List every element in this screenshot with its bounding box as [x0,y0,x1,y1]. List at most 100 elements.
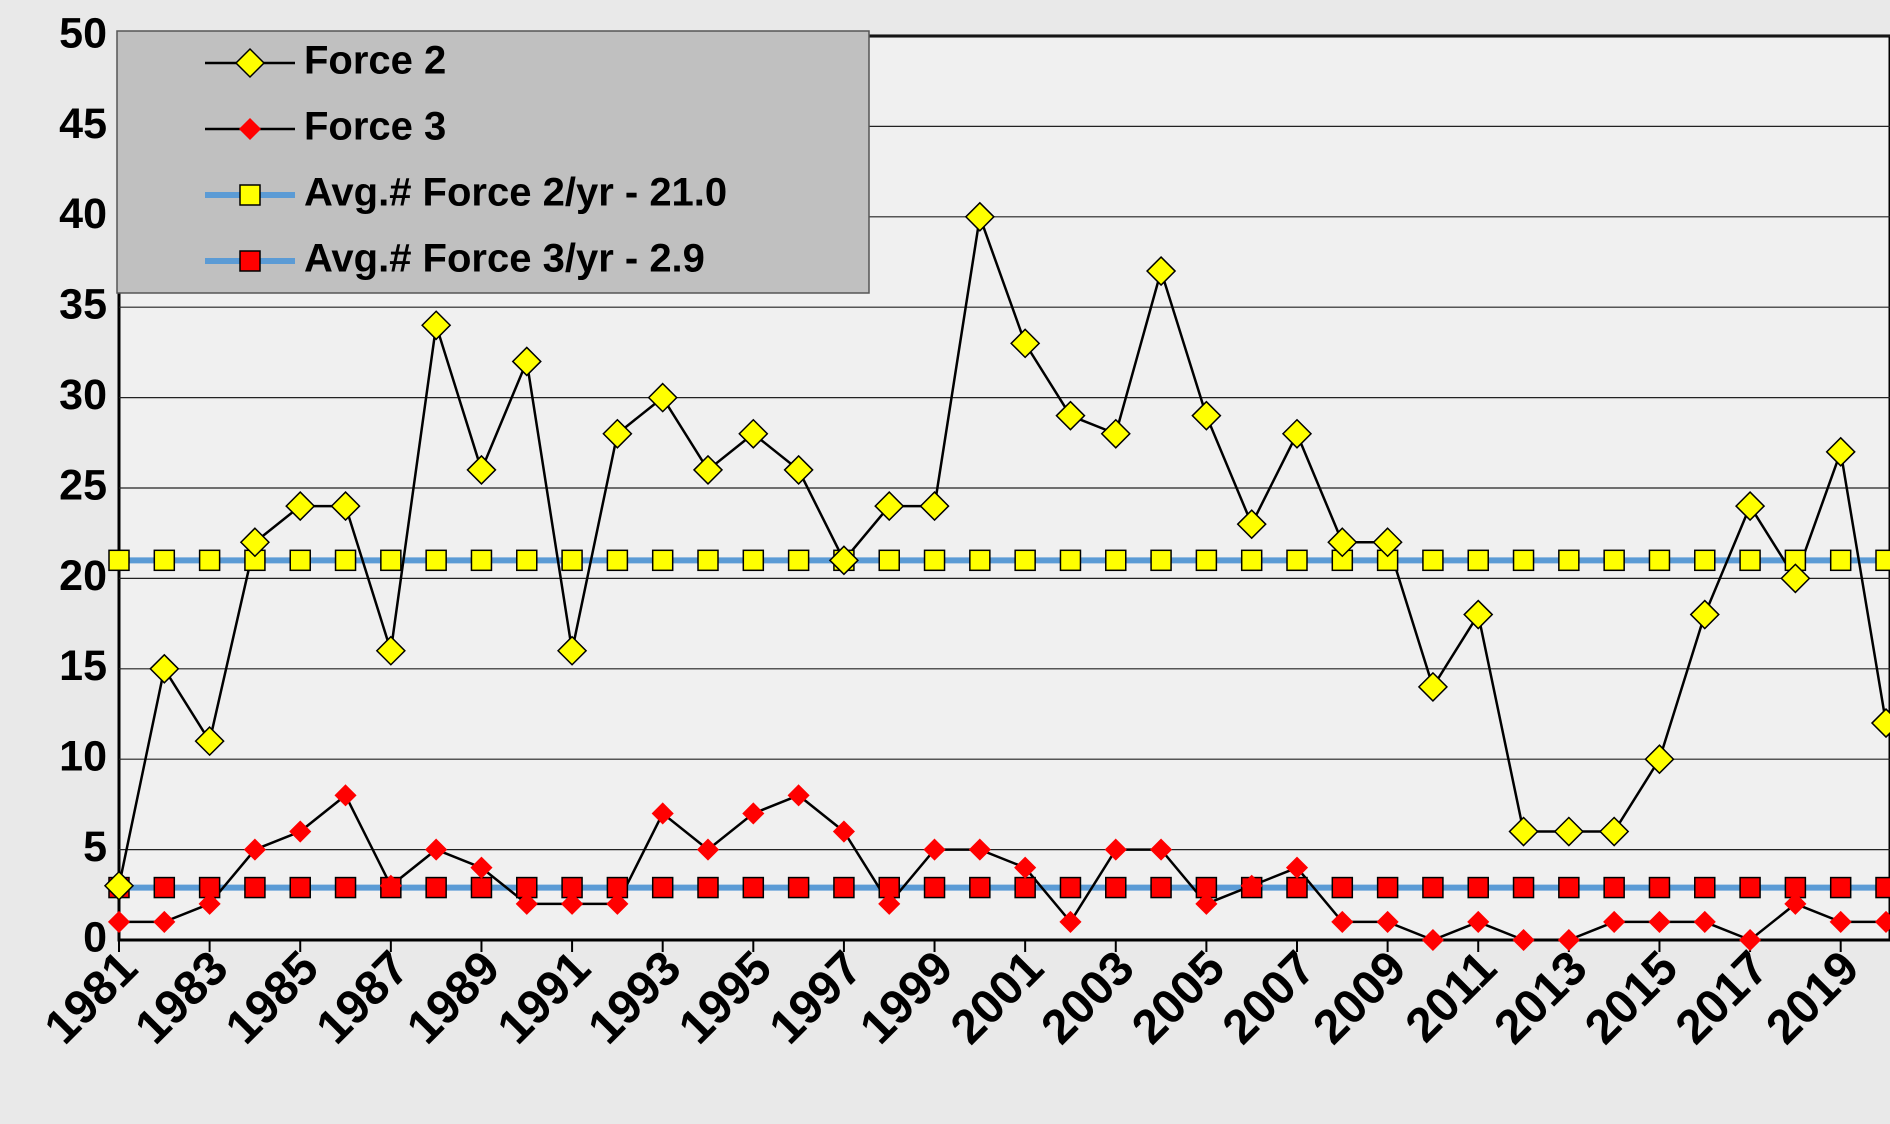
marker [1780,563,1811,594]
marker [1512,876,1535,899]
y-tick-label: 30 [59,371,107,419]
y-tick-label: 0 [83,913,107,961]
y-tick-label: 40 [59,190,107,238]
marker [289,876,311,899]
marker [557,635,588,666]
marker [239,250,261,272]
marker [1603,876,1625,899]
y-tick-label: 35 [59,281,107,329]
marker [285,491,316,522]
marker [198,549,221,572]
marker [1467,549,1489,572]
marker [1512,928,1535,952]
x-tick-label: 2001 [941,941,1054,1054]
marker [1648,876,1671,899]
marker [651,802,674,825]
x-tick-label: 2011 [1396,941,1507,1052]
marker [198,892,221,915]
series-line [119,793,1886,942]
marker [1784,892,1807,915]
marker [1150,549,1172,572]
x-tick-label: 2007 [1213,941,1326,1054]
marker [1467,910,1490,933]
marker [1829,876,1852,899]
x-tick-label: 1991 [488,941,601,1054]
marker [238,117,262,141]
marker [969,549,991,572]
x-tick-label: 2003 [1032,941,1145,1054]
y-tick-label: 50 [59,9,107,57]
x-tick-label: 1997 [760,941,873,1054]
marker [647,382,678,413]
marker [421,310,452,341]
marker [874,491,905,522]
marker [289,549,311,572]
marker [651,876,674,899]
marker [1739,928,1762,952]
marker [1421,928,1444,952]
marker [787,876,810,899]
marker [1285,856,1309,879]
marker [1870,707,1890,739]
marker [1735,491,1766,522]
legend-label: Avg.# Force 2/yr - 21.0 [304,171,727,215]
marker [425,549,447,572]
marker [149,653,180,684]
marker [923,838,946,861]
marker [1875,876,1890,899]
y-tick-label: 15 [59,642,107,690]
marker [1281,418,1313,449]
marker [1376,876,1399,899]
marker [742,549,765,572]
marker [969,876,991,899]
marker [470,876,493,899]
x-tick-label: 2015 [1575,941,1688,1054]
marker [1693,910,1716,933]
marker [1327,527,1358,558]
legend-label: Force 3 [304,105,446,149]
x-tick-label: 2013 [1485,941,1598,1054]
marker [1422,549,1444,572]
marker [334,549,357,572]
marker [1603,910,1626,933]
marker [1150,876,1172,899]
marker [1331,876,1354,899]
legend: Force 2 Force 3 Avg.# Force 2/yr - 21.0 Avg… [116,30,870,294]
marker [153,910,176,933]
marker [1557,928,1580,952]
marker [1694,549,1716,572]
x-tick-label: 1999 [850,941,963,1054]
marker [1508,816,1539,847]
marker [832,820,855,843]
marker [289,820,312,843]
y-tick-label: 20 [59,552,107,600]
marker [1104,838,1127,861]
marker [466,454,497,485]
y-tick-label: 25 [59,461,107,509]
marker [516,549,538,572]
marker [1191,400,1222,431]
x-tick-label: 1989 [397,941,510,1054]
x-tick-label: 1985 [216,941,329,1054]
marker [1014,856,1037,879]
marker [878,892,901,915]
y-tick-label: 10 [59,733,107,781]
x-tick-label: 2009 [1303,941,1416,1054]
marker [1739,876,1761,899]
marker [330,491,361,522]
marker [1240,549,1263,572]
marker [334,784,357,807]
marker [923,549,946,572]
marker [194,726,225,757]
marker [606,892,629,915]
marker [1829,910,1852,933]
marker [380,549,402,572]
marker [1010,328,1041,359]
marker [244,876,266,899]
marker [107,910,131,933]
marker [738,418,769,449]
marker [511,346,542,377]
marker [828,545,859,576]
marker [602,418,633,449]
marker [742,876,765,899]
